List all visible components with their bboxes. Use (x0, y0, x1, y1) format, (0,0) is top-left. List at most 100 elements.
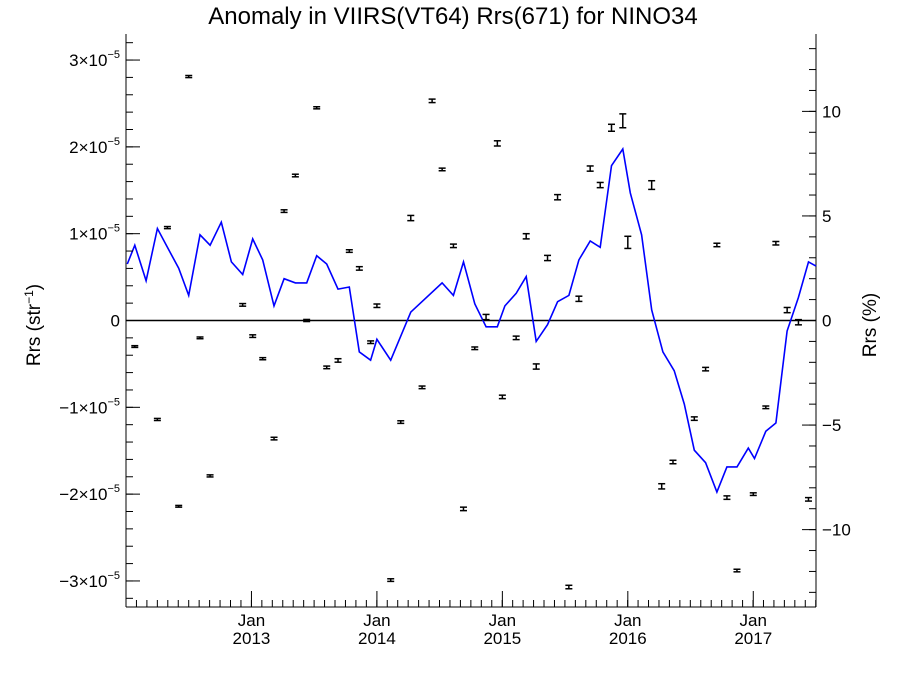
error-bar-point (493, 140, 501, 147)
x-tick-year: 2017 (734, 629, 772, 648)
y-tick-mantissa: −1 (59, 398, 78, 417)
y-tick-label: 3×10−5 (69, 49, 120, 70)
error-bar-point (783, 306, 791, 314)
error-bar-point (323, 365, 331, 370)
error-bar-point (532, 363, 540, 370)
error-bar-point (459, 506, 467, 512)
error-bar-point (522, 232, 530, 240)
error-bar-point (586, 165, 594, 172)
error-bar-point (175, 504, 183, 508)
error-bar-point (723, 495, 731, 501)
y-axis-title: Rrs (str−1) (22, 284, 45, 366)
y-tick-exponent: −5 (107, 570, 120, 582)
error-bar-point (482, 313, 490, 321)
error-bar-point (762, 405, 770, 410)
y2-tick-label: 10 (822, 102, 841, 121)
error-bar-point (794, 318, 802, 326)
error-bar-point (313, 106, 321, 110)
error-bar-point (575, 295, 583, 303)
error-bar-point (658, 482, 666, 490)
error-bar-point (259, 356, 267, 361)
error-bar-point (334, 357, 342, 363)
error-bar-point (648, 179, 656, 191)
error-bar-point (407, 214, 415, 222)
error-bar-point (713, 242, 721, 248)
error-bar-point (291, 173, 299, 178)
y-tick-exponent: −5 (107, 396, 120, 408)
error-bar-point (733, 568, 741, 573)
x-tick-year: 2015 (483, 629, 521, 648)
error-bar-point (554, 193, 562, 201)
left-y-axis: 3×10−52×10−51×10−50−1×10−5−2×10−5−3×10−5 (59, 42, 140, 599)
error-bar-point (249, 334, 257, 339)
y-tick-times: ×10 (79, 485, 108, 504)
error-bar-point (206, 474, 214, 478)
error-bar-point (345, 248, 353, 254)
y-tick-mantissa: 3 (69, 51, 78, 70)
y-axis-title-close: ) (24, 284, 45, 290)
y2-tick-label: −10 (822, 521, 851, 540)
error-bar-point (131, 344, 139, 349)
error-bar-point (619, 113, 627, 129)
y2-axis-title: Rrs (%) (860, 293, 881, 357)
series-line (126, 146, 817, 495)
error-bar-point (367, 340, 375, 345)
y-tick-exponent: −5 (107, 223, 120, 235)
y-tick-label: −2×10−5 (59, 483, 120, 504)
error-bar-point (397, 420, 405, 425)
error-bar-point (544, 254, 552, 262)
x-tick-month: Jan (614, 611, 641, 630)
y-tick-mantissa: −2 (59, 485, 78, 504)
y-tick-times: ×10 (79, 51, 108, 70)
error-bar-point (418, 385, 426, 390)
error-bar-point (690, 416, 698, 422)
y2-tick-label: 0 (822, 312, 831, 331)
y-tick-label: 2×10−5 (69, 136, 120, 157)
error-bar-point (373, 303, 381, 309)
error-bar-point (669, 459, 677, 465)
error-bar-point (512, 335, 520, 341)
y-tick-exponent: −5 (107, 49, 120, 61)
error-bar-point (438, 167, 446, 172)
y-tick-label: −1×10−5 (59, 396, 120, 417)
y2-tick-label: 5 (822, 207, 831, 226)
error-bar-points (131, 74, 812, 590)
y-tick-label: 0 (111, 312, 120, 331)
y-tick-exponent: −5 (107, 483, 120, 495)
error-bar-point (280, 209, 288, 214)
error-bar-point (163, 225, 171, 230)
error-bar-point (596, 181, 604, 189)
error-bar-point (355, 265, 363, 271)
error-bar-point (239, 302, 247, 307)
y-tick-times: ×10 (79, 398, 108, 417)
error-bar-point (565, 584, 573, 590)
error-bar-point (624, 235, 632, 250)
error-bar-point (153, 417, 161, 422)
chart-title: Anomaly in VIIRS(VT64) Rrs(671) for NINO… (208, 3, 697, 30)
x-tick-year: 2013 (233, 629, 271, 648)
x-tick-year: 2014 (358, 629, 396, 648)
x-tick-month: Jan (363, 611, 390, 630)
y-tick-mantissa: 1 (69, 225, 78, 244)
x-tick-month: Jan (238, 611, 265, 630)
error-bar-point (449, 243, 457, 249)
error-bar-point (303, 318, 311, 323)
y-tick-label: 1×10−5 (69, 223, 120, 244)
error-bar-point (270, 436, 278, 441)
error-bar-point (772, 240, 780, 246)
error-bar-point (702, 366, 710, 372)
right-y-axis: 10 5 0 −5 −10 (802, 48, 851, 593)
series-layer (126, 146, 817, 495)
y-tick-label: −3×10−5 (59, 570, 120, 591)
error-bar-point (196, 336, 204, 340)
y-tick-mantissa: 2 (69, 138, 78, 157)
error-bar-point (471, 346, 479, 351)
error-bar-point (749, 492, 757, 497)
x-tick-month: Jan (489, 611, 516, 630)
y-axis-title-superscript: −1 (22, 290, 36, 304)
y-tick-times: ×10 (79, 572, 108, 591)
error-bar-point (428, 98, 436, 104)
y-tick-times: ×10 (79, 225, 108, 244)
